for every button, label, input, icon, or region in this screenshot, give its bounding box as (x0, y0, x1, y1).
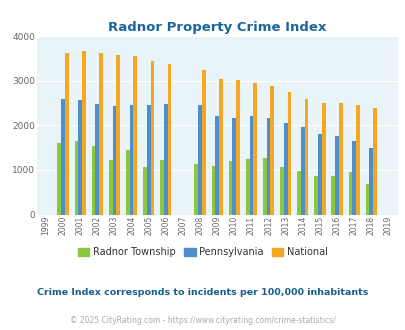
Bar (143, 167, 147, 214)
Bar (150, 61, 154, 214)
Bar (201, 70, 205, 214)
Bar (304, 99, 308, 214)
Bar (372, 108, 376, 214)
Bar (262, 158, 266, 215)
Bar (335, 136, 338, 214)
Text: © 2025 CityRating.com - https://www.cityrating.com/crime-statistics/: © 2025 CityRating.com - https://www.city… (70, 316, 335, 325)
Bar (369, 148, 372, 214)
Bar (270, 86, 273, 214)
Bar (82, 51, 85, 214)
Bar (313, 176, 317, 214)
Bar (236, 80, 239, 214)
Bar (249, 116, 253, 214)
Bar (129, 105, 133, 214)
Bar (296, 171, 300, 214)
Bar (133, 56, 137, 214)
Title: Radnor Property Crime Index: Radnor Property Crime Index (108, 21, 326, 34)
Bar (147, 105, 150, 214)
Bar (215, 116, 219, 214)
Bar (232, 118, 236, 214)
Bar (266, 118, 270, 214)
Bar (245, 159, 249, 214)
Bar (317, 134, 321, 214)
Bar (61, 99, 65, 214)
Bar (194, 164, 198, 214)
Bar (279, 167, 283, 214)
Bar (330, 176, 335, 214)
Bar (338, 103, 342, 214)
Bar (352, 142, 355, 214)
Bar (92, 146, 95, 214)
Bar (95, 105, 99, 214)
Bar (348, 172, 352, 214)
Bar (219, 79, 222, 214)
Text: Crime Index corresponds to incidents per 100,000 inhabitants: Crime Index corresponds to incidents per… (37, 288, 368, 297)
Bar (287, 92, 291, 214)
Bar (164, 105, 167, 214)
Bar (75, 141, 78, 214)
Bar (78, 100, 82, 214)
Bar (57, 143, 61, 214)
Bar (167, 64, 171, 214)
Bar (300, 127, 304, 214)
Bar (355, 105, 359, 214)
Bar (211, 166, 215, 214)
Bar (228, 161, 232, 214)
Bar (65, 53, 68, 214)
Bar (283, 123, 287, 214)
Bar (112, 106, 116, 214)
Bar (321, 103, 325, 214)
Bar (126, 150, 129, 214)
Bar (116, 54, 120, 214)
Legend: Radnor Township, Pennsylvania, National: Radnor Township, Pennsylvania, National (74, 243, 331, 261)
Bar (99, 53, 103, 214)
Bar (160, 160, 164, 214)
Bar (198, 105, 201, 214)
Bar (109, 160, 112, 214)
Bar (253, 82, 256, 214)
Bar (365, 184, 369, 214)
